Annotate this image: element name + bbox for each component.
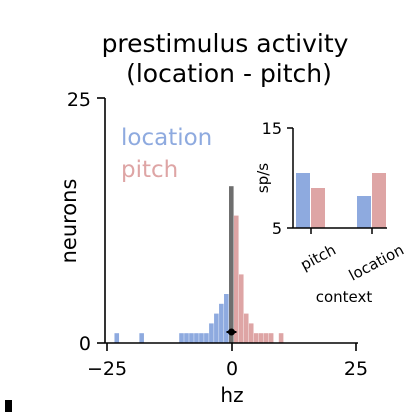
- histogram-bars: [114, 186, 284, 343]
- histogram-bar: [238, 274, 244, 343]
- inset-bar-location-pitch: [296, 173, 310, 228]
- histogram-bar: [253, 333, 259, 343]
- histogram-bar: [278, 333, 284, 343]
- inset-bar-location-location: [357, 196, 371, 228]
- inset-bars: [296, 173, 386, 228]
- histogram-bar: [243, 313, 249, 343]
- inset-bar-pitch-location: [372, 173, 386, 228]
- histogram-bar: [214, 313, 219, 343]
- inset-y-tick-label-15: 15: [262, 119, 282, 138]
- histogram-bar: [233, 215, 239, 343]
- hist-y-label: neurons: [57, 179, 81, 264]
- corner-mark: [5, 400, 12, 412]
- histogram-bar: [194, 333, 199, 343]
- histogram-bar: [139, 333, 144, 343]
- histogram-bar: [114, 333, 120, 343]
- inset-x-tick-label-location: location: [346, 241, 407, 285]
- y-tick-label-0: 0: [79, 333, 91, 355]
- chart-title-line2: (location - pitch): [126, 59, 332, 88]
- inset-bar-pitch-pitch: [311, 188, 325, 228]
- x-tick-label-0: 0: [226, 358, 238, 380]
- histogram-bar: [219, 303, 224, 343]
- histogram-bar: [248, 323, 254, 343]
- legend-location: location: [121, 125, 212, 151]
- x-tick-label-neg25: −25: [87, 358, 127, 380]
- chart-title-line1: prestimulus activity: [102, 29, 349, 58]
- histogram-bar: [258, 333, 264, 343]
- histogram-bar: [224, 294, 229, 343]
- legend-pitch: pitch: [121, 157, 178, 183]
- histogram-bar: [268, 333, 274, 343]
- inset-x-label: context: [316, 288, 373, 306]
- mean-marker: [228, 328, 235, 336]
- inset-y-tick-label-5: 5: [272, 219, 282, 238]
- histogram-bar: [179, 333, 184, 343]
- histogram-bar: [229, 186, 234, 343]
- histogram-bar: [199, 333, 204, 343]
- y-tick-label-25: 25: [67, 89, 91, 111]
- inset-x-tick-label-pitch: pitch: [297, 241, 338, 274]
- histogram-bar: [189, 333, 194, 343]
- hist-x-label: hz: [220, 383, 243, 407]
- histogram-bar: [184, 333, 189, 343]
- inset-y-label: sp/s: [254, 163, 272, 193]
- histogram-bar: [209, 323, 214, 343]
- histogram-bar: [263, 333, 269, 343]
- x-tick-label-25: 25: [344, 358, 368, 380]
- histogram-bar: [204, 333, 209, 343]
